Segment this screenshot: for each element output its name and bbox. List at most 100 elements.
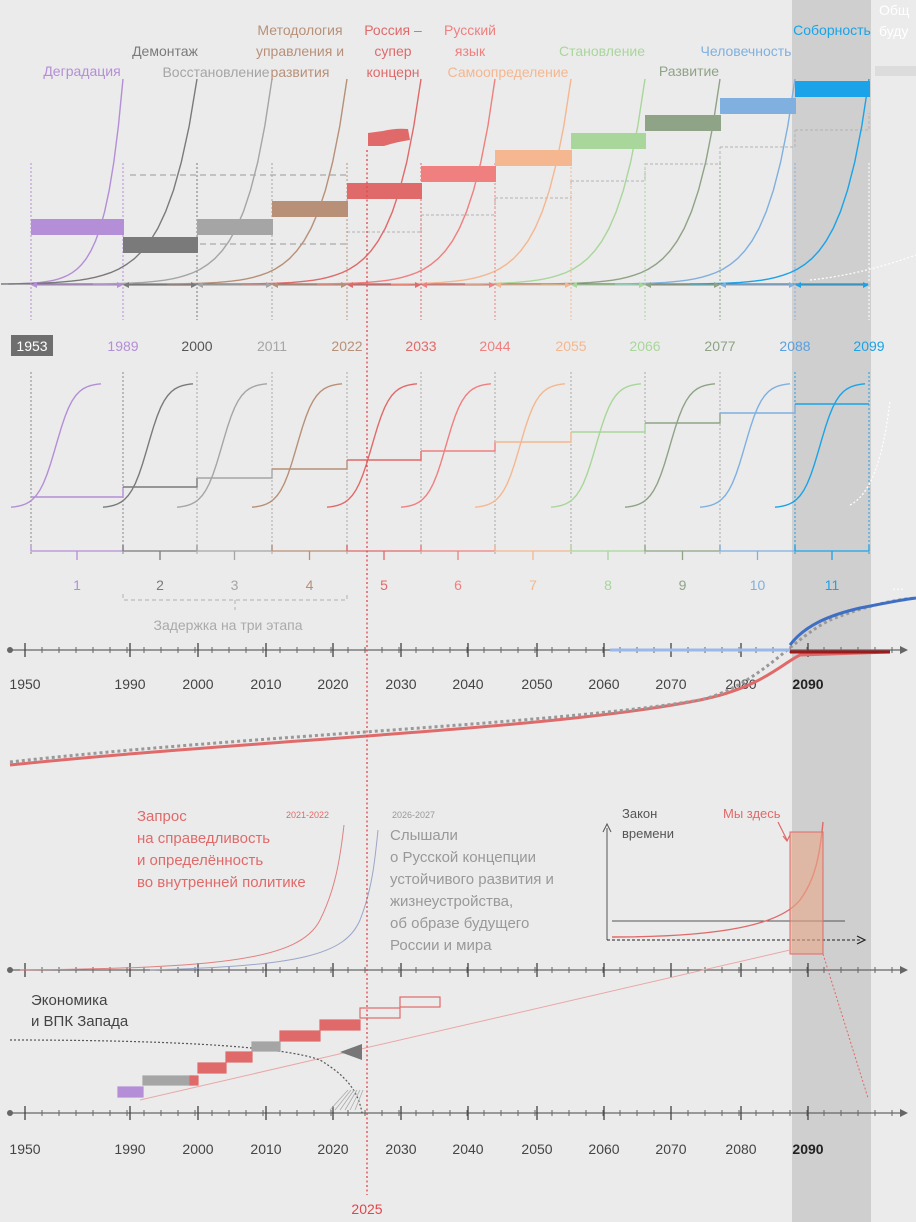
law-axis-x-arrow [856,935,867,945]
stage-name-label: концерн [367,64,420,80]
timeline-year: 2060 [588,676,619,692]
stage-year-label: 2022 [331,338,362,354]
timeline-year: 2050 [521,676,552,692]
stage-sigmoid-curve [774,383,866,508]
stage-name-label: Соборность [793,22,871,38]
arrow-head [489,282,495,288]
timeline-year: 2020 [317,1141,348,1157]
request-curve [19,824,345,971]
arrow-head [714,282,720,288]
stage-level-step [720,404,796,414]
stage-number: 7 [529,577,537,593]
timeline-year: 2070 [655,1141,686,1157]
stage-level-step [645,413,721,424]
stage-year-label: 2099 [853,338,884,354]
timeline-year: 1990 [114,1141,145,1157]
heard-years: 2026-2027 [392,810,435,820]
flag-icon [368,128,410,146]
axis-arrow [900,646,908,654]
heard-curve [149,829,379,971]
stage-year-label: 2088 [779,338,810,354]
progress-block [225,1051,253,1063]
stage-sigmoid-curve [550,383,642,508]
stage-year-label: 1989 [107,338,138,354]
arrow-head [197,282,203,288]
law-of-time-label: Закон [622,806,657,821]
timeline-year: 2050 [521,1141,552,1157]
stage-year-label: 2011 [257,338,287,354]
stage-bar [495,150,572,166]
progress-block [399,996,441,1008]
heard-text: России и мира [390,937,492,954]
stage-name-label: Русский [444,22,496,38]
law-of-time-label: времени [622,826,674,841]
trend-line [139,949,791,1101]
timeline-year: 2080 [725,1141,756,1157]
timeline-year: 2010 [250,676,281,692]
progress-block [251,1041,281,1052]
marker-2025-label: 2025 [351,1201,382,1217]
stage-growth-curve [540,78,721,285]
axis-arrow [900,966,908,974]
stage-year-label: 2044 [479,338,510,354]
stage-name-label: язык [455,43,486,59]
stage-number: 2 [156,577,164,593]
pointer-triangle [340,1044,362,1060]
stage-year-label: 2077 [704,338,735,354]
progress-block [142,1075,194,1086]
stage-bracket [494,545,572,560]
zoom-link [822,953,869,1099]
arrow-head [31,282,37,288]
timeline-year: 2030 [385,676,416,692]
hatch [354,1089,364,1111]
stage-bar [645,115,721,131]
timeline-year: 1990 [114,676,145,692]
west-decline-curve [9,1039,363,1114]
delay-bracket [122,594,348,610]
timeline-year: 2030 [385,1141,416,1157]
request-text: Запрос [137,808,187,825]
timeline-year: 2040 [452,676,483,692]
stage-number: ... [892,577,904,593]
stage-number: 5 [380,577,388,593]
heard-text: Слышали [390,827,458,844]
axis-origin [7,967,13,973]
arrow-head [191,282,197,288]
west-economy-label: Экономика [31,992,108,1009]
future-shade [792,0,871,1222]
timeline-year: 2020 [317,676,348,692]
stage-growth-curve [0,78,198,285]
heard-text: об образе будущего [390,915,529,932]
stair-line [571,164,646,182]
stair-line [795,113,870,131]
stage-name-label: Развитие [659,63,719,79]
stage-sigmoid-curve [176,383,268,508]
stage-level-step [197,469,273,479]
arrow-head [863,282,869,288]
stage-bracket [196,545,273,560]
stage-sigmoid-curve [102,383,194,508]
stage-bracket [346,545,422,560]
stage-bar [123,237,198,253]
progress-block [189,1075,199,1086]
stage-year-label: 2066 [629,338,660,354]
stage-bar [795,81,870,97]
arrow-head [415,282,421,288]
blue-trend-curve [788,596,916,646]
timeline-year: 2090 [792,676,823,692]
stage-name-label: Демонтаж [132,43,198,59]
stage-bracket [644,545,721,560]
stage-name-label: Человечность [701,43,792,59]
arrow-head [123,282,129,288]
delay-label: Задержка на три этапа [153,617,302,633]
timeline-year: 2010 [250,1141,281,1157]
request-text: и определённость [137,852,263,869]
stage-level-step [31,487,124,498]
stage-year-label: 2033 [405,338,436,354]
arrow-head [495,282,501,288]
stage-name-label: Общ [879,2,910,18]
stage-number: 9 [679,577,687,593]
stage-number: 10 [750,577,766,593]
stage-bracket [271,545,348,560]
stage-name-label: развития [271,64,330,80]
